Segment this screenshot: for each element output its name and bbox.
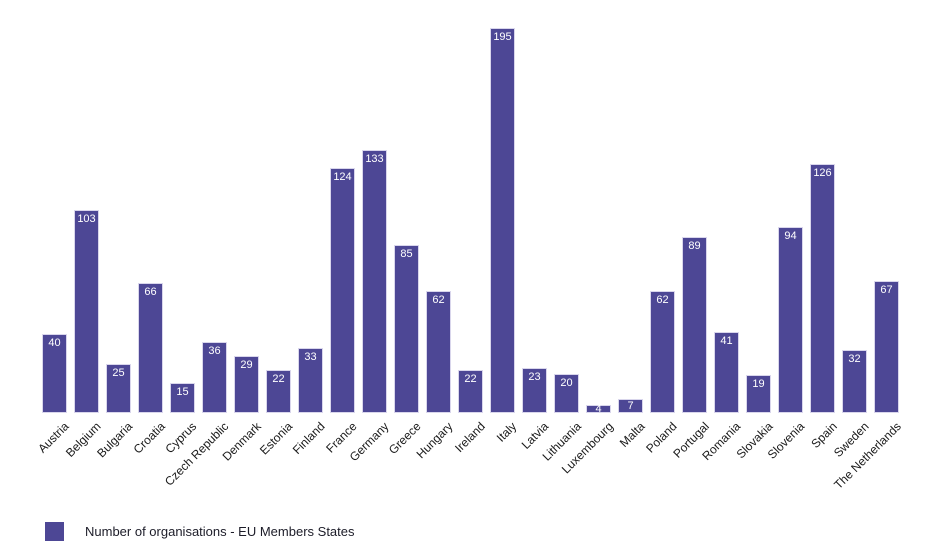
bar-slovenia: 94 <box>778 227 803 413</box>
x-axis-label-slovenia: Slovenia <box>765 419 808 462</box>
x-axis-label-slovakia: Slovakia <box>733 419 776 462</box>
bar-value-label: 133 <box>365 153 384 165</box>
bar-value-label: 7 <box>627 400 634 412</box>
bar-value-label: 15 <box>176 386 189 398</box>
bar-france: 124 <box>330 168 355 413</box>
bar-value-label: 25 <box>112 367 125 379</box>
bar-denmark: 29 <box>234 356 259 413</box>
x-axis-label-hungary: Hungary <box>413 419 456 462</box>
bar-value-label: 85 <box>400 248 413 260</box>
bar-value-label: 23 <box>528 371 541 383</box>
bar-germany: 133 <box>362 150 387 413</box>
x-axis-label-poland: Poland <box>643 419 680 456</box>
x-axis-label-luxembourg: Luxembourg <box>558 419 616 477</box>
x-axis-label-malta: Malta <box>617 419 648 450</box>
bar-estonia: 22 <box>266 370 291 413</box>
bar-czech-republic: 36 <box>202 342 227 413</box>
bar-value-label: 4 <box>595 403 602 415</box>
x-axis-label-italy: Italy <box>494 419 520 445</box>
x-axis-label-belgium: Belgium <box>63 419 104 460</box>
bar-ireland: 22 <box>458 370 483 413</box>
x-axis-label-spain: Spain <box>808 419 840 451</box>
bar-value-label: 29 <box>240 359 253 371</box>
x-axis-label-czech-republic: Czech Republic <box>162 419 232 489</box>
bar-value-label: 33 <box>304 351 317 363</box>
plot-area: 40 103 25 66 15 36 29 22 33 124 133 85 62 22 195 23 20 4 7… <box>42 28 899 415</box>
bar-the-netherlands: 67 <box>874 281 899 413</box>
x-axis-label-germany: Germany <box>346 419 392 465</box>
x-axis-label-portugal: Portugal <box>670 419 712 461</box>
x-axis-label-greece: Greece <box>385 419 424 458</box>
bar-slovakia: 19 <box>746 375 771 413</box>
bar-poland: 62 <box>650 291 675 413</box>
chart-legend: Number of organisations - EU Members Sta… <box>45 522 355 541</box>
bar-value-label: 89 <box>688 240 701 252</box>
bar-value-label: 62 <box>432 294 445 306</box>
bar-latvia: 23 <box>522 368 547 413</box>
bar-austria: 40 <box>42 334 67 413</box>
bar-value-label: 36 <box>208 345 221 357</box>
bar-sweden: 32 <box>842 350 867 413</box>
bar-lithuania: 20 <box>554 374 579 413</box>
legend-label: Number of organisations - EU Members Sta… <box>85 524 355 539</box>
bar-value-label: 22 <box>464 373 477 385</box>
bar-croatia: 66 <box>138 283 163 413</box>
bar-value-label: 67 <box>880 284 893 296</box>
x-axis-label-sweden: Sweden <box>831 419 872 460</box>
bar-luxembourg: 4 <box>586 403 611 415</box>
x-axis-label-denmark: Denmark <box>219 419 264 464</box>
bar-value-label: 94 <box>784 230 797 242</box>
bar-value-label: 20 <box>560 377 573 389</box>
bar-value-label: 19 <box>752 378 765 390</box>
legend-swatch <box>45 522 64 541</box>
x-axis-label-cyprus: Cyprus <box>162 419 200 457</box>
x-axis-label-the-netherlands: The Netherlands <box>831 419 904 492</box>
x-axis-label-lithuania: Lithuania <box>539 419 584 464</box>
bar-value-label: 66 <box>144 286 157 298</box>
bar-finland: 33 <box>298 348 323 413</box>
bar-bulgaria: 25 <box>106 364 131 413</box>
bar-value-label: 124 <box>333 171 352 183</box>
bar-value-label: 40 <box>48 337 61 349</box>
bar-value-label: 22 <box>272 373 285 385</box>
bar-hungary: 62 <box>426 291 451 413</box>
bar-value-label: 103 <box>77 213 96 225</box>
x-axis-label-romania: Romania <box>699 419 744 464</box>
x-axis-label-bulgaria: Bulgaria <box>94 419 136 461</box>
bar-malta: 7 <box>618 399 643 413</box>
x-axis-label-finland: Finland <box>289 419 328 458</box>
bar-value-label: 195 <box>493 31 512 43</box>
bar-spain: 126 <box>810 164 835 413</box>
bar-italy: 195 <box>490 28 515 413</box>
x-axis-label-france: France <box>323 419 360 456</box>
bar-value-label: 126 <box>813 167 832 179</box>
bar-belgium: 103 <box>74 210 99 413</box>
x-axis-label-estonia: Estonia <box>257 419 296 458</box>
x-axis-label-croatia: Croatia <box>130 419 168 457</box>
x-axis-label-ireland: Ireland <box>451 419 488 456</box>
bar-romania: 41 <box>714 332 739 413</box>
bar-portugal: 89 <box>682 237 707 413</box>
bar-value-label: 62 <box>656 294 669 306</box>
bar-greece: 85 <box>394 245 419 413</box>
bar-value-label: 32 <box>848 353 861 365</box>
bar-value-label: 41 <box>720 335 733 347</box>
bar-cyprus: 15 <box>170 383 195 413</box>
x-axis-label-latvia: Latvia <box>519 419 552 452</box>
x-axis-label-austria: Austria <box>35 419 72 456</box>
